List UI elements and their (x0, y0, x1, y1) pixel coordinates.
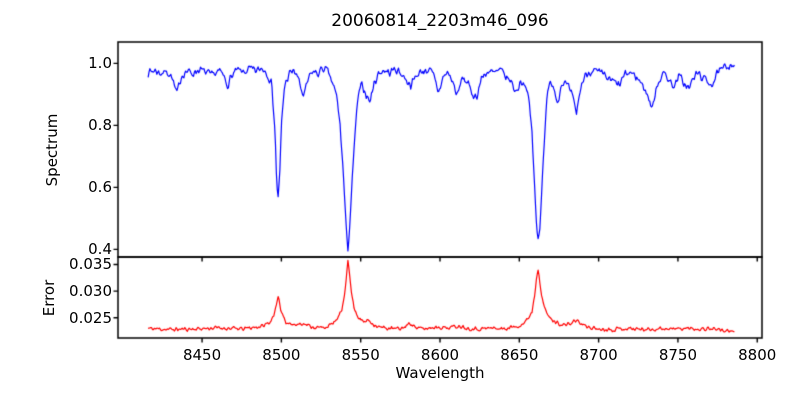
spectrum-y-tick-label: 1.0 (88, 54, 112, 73)
x-tick-label: 8450 (182, 346, 222, 364)
spectrum-y-tick-label: 0.8 (88, 116, 112, 135)
spectrum-y-tick-label: 0.6 (88, 178, 112, 197)
x-axis-label: Wavelength (395, 364, 485, 382)
x-tick-label: 8500 (262, 346, 301, 364)
x-tick-label: 8650 (500, 346, 539, 364)
x-tick-label: 8700 (579, 346, 618, 364)
error-y-tick-label: 0.035 (69, 255, 112, 274)
x-tick-label: 8550 (341, 346, 380, 364)
error-y-tick-label: 0.025 (69, 308, 112, 327)
x-tick-label: 8750 (658, 346, 698, 364)
chart-title: 20060814_2203m46_096 (331, 11, 549, 31)
x-tick-label: 8600 (420, 346, 460, 364)
spectrum-y-tick-label: 0.4 (88, 240, 112, 259)
x-tick-label: 8800 (738, 346, 777, 364)
error-y-tick-label: 0.030 (69, 282, 112, 301)
